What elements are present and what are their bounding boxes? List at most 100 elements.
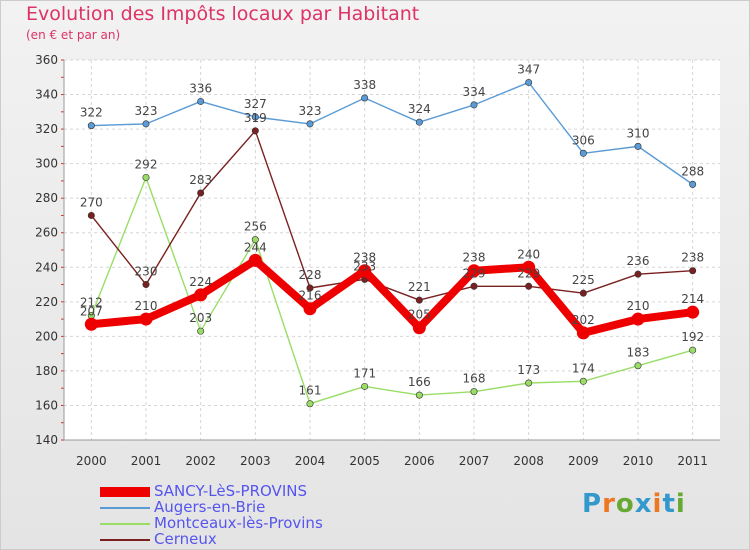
legend-label: Augers-en-Brie — [154, 498, 266, 516]
y-tick-label: 260 — [35, 226, 58, 240]
data-point-cerneux — [634, 270, 642, 278]
data-label-augers-en-brie: 306 — [572, 133, 595, 147]
data-label-sancy-l-s-provins: 207 — [80, 304, 103, 318]
chart-subtitle: (en € et par an) — [26, 28, 121, 42]
data-label-cerneux: 225 — [572, 273, 595, 287]
x-tick-label: 2007 — [459, 454, 490, 468]
y-tick-label: 180 — [35, 364, 58, 378]
chart-title: Evolution des Impôts locaux par Habitant — [26, 3, 420, 25]
data-point-montceaux-l-s-provins — [689, 346, 697, 354]
x-tick-label: 2006 — [404, 454, 435, 468]
logo-letter: P — [582, 489, 603, 519]
logo-letter: i — [675, 489, 686, 519]
data-point-augers-en-brie — [470, 101, 478, 109]
data-label-cerneux: 233 — [353, 259, 376, 273]
x-tick-label: 2005 — [349, 454, 380, 468]
data-point-cerneux — [306, 284, 314, 292]
data-point-montceaux-l-s-provins — [251, 236, 259, 244]
data-label-sancy-l-s-provins: 238 — [353, 251, 376, 265]
x-tick-label: 2002 — [185, 454, 216, 468]
logo-letter: x — [634, 489, 653, 519]
data-label-cerneux: 319 — [244, 111, 267, 125]
data-point-augers-en-brie — [579, 149, 587, 157]
legend-swatch — [100, 487, 150, 497]
data-point-cerneux — [87, 211, 95, 219]
legend-swatch — [100, 523, 150, 525]
data-point-cerneux — [142, 281, 150, 289]
data-point-montceaux-l-s-provins — [634, 362, 642, 370]
data-label-montceaux-l-s-provins: 173 — [517, 363, 540, 377]
data-point-augers-en-brie — [197, 97, 205, 105]
y-tick-label: 340 — [35, 88, 58, 102]
legend-label: SANCY-LèS-PROVINS — [154, 482, 307, 500]
data-point-sancy-l-s-provins — [248, 253, 262, 267]
data-label-cerneux: 229 — [463, 266, 486, 280]
y-tick-label: 200 — [35, 329, 58, 343]
y-tick-label: 300 — [35, 157, 58, 171]
data-label-sancy-l-s-provins: 244 — [244, 240, 267, 254]
data-point-augers-en-brie — [415, 118, 423, 126]
legend-swatch — [100, 539, 150, 541]
data-label-augers-en-brie: 323 — [299, 104, 322, 118]
data-point-cerneux — [197, 189, 205, 197]
y-tick-label: 160 — [35, 398, 58, 412]
legend-label: Montceaux-lès-Provins — [154, 514, 323, 532]
data-label-cerneux: 236 — [627, 254, 650, 268]
data-point-augers-en-brie — [306, 120, 314, 128]
data-point-sancy-l-s-provins — [194, 288, 208, 302]
data-point-cerneux — [415, 296, 423, 304]
y-tick-label: 220 — [35, 295, 58, 309]
data-point-sancy-l-s-provins — [139, 312, 153, 326]
data-label-cerneux: 229 — [517, 266, 540, 280]
data-label-cerneux: 270 — [80, 195, 103, 209]
data-label-montceaux-l-s-provins: 212 — [80, 296, 103, 310]
data-label-cerneux: 238 — [681, 251, 704, 265]
data-label-montceaux-l-s-provins: 168 — [463, 372, 486, 386]
data-point-augers-en-brie — [87, 122, 95, 130]
x-tick-label: 2000 — [76, 454, 107, 468]
data-label-augers-en-brie: 336 — [189, 81, 212, 95]
x-tick-label: 2010 — [623, 454, 654, 468]
logo-letter: r — [602, 489, 616, 519]
data-point-montceaux-l-s-provins — [306, 400, 314, 408]
series-line-augers-en-brie — [90, 81, 694, 186]
data-label-sancy-l-s-provins: 240 — [517, 247, 540, 261]
proxiti-logo: Proxiti — [582, 489, 686, 519]
series-line-sancy-l-s-provins — [87, 256, 697, 337]
data-point-cerneux — [470, 282, 478, 290]
data-label-montceaux-l-s-provins: 292 — [135, 157, 158, 171]
legend-label: Cerneux — [154, 530, 217, 548]
x-tick-label: 2001 — [131, 454, 162, 468]
data-label-cerneux: 230 — [135, 265, 158, 279]
data-point-cerneux — [525, 282, 533, 290]
data-label-cerneux: 228 — [299, 268, 322, 282]
plot-area — [64, 60, 720, 440]
data-point-sancy-l-s-provins — [412, 321, 426, 335]
data-label-montceaux-l-s-provins: 174 — [572, 361, 595, 375]
data-label-sancy-l-s-provins: 216 — [299, 289, 322, 303]
data-label-sancy-l-s-provins: 224 — [189, 275, 212, 289]
data-point-augers-en-brie — [525, 78, 533, 86]
data-label-cerneux: 221 — [408, 280, 431, 294]
data-point-cerneux — [251, 127, 259, 135]
data-point-montceaux-l-s-provins — [361, 382, 369, 390]
logo-letter: t — [662, 489, 676, 519]
data-point-augers-en-brie — [251, 113, 259, 121]
x-tick-label: 2009 — [568, 454, 599, 468]
data-point-montceaux-l-s-provins — [525, 379, 533, 387]
data-label-montceaux-l-s-provins: 166 — [408, 375, 431, 389]
data-label-sancy-l-s-provins: 210 — [627, 299, 650, 313]
data-label-augers-en-brie: 327 — [244, 97, 267, 111]
data-point-augers-en-brie — [361, 94, 369, 102]
data-label-augers-en-brie: 334 — [463, 85, 486, 99]
data-point-montceaux-l-s-provins — [470, 388, 478, 396]
y-tick-label: 360 — [35, 53, 58, 67]
data-label-sancy-l-s-provins: 238 — [463, 251, 486, 265]
logo-letter: o — [615, 489, 635, 519]
data-point-sancy-l-s-provins — [84, 317, 98, 331]
data-point-montceaux-l-s-provins — [142, 173, 150, 181]
data-point-sancy-l-s-provins — [576, 326, 590, 340]
data-point-sancy-l-s-provins — [358, 264, 372, 278]
series-layer — [84, 78, 700, 408]
